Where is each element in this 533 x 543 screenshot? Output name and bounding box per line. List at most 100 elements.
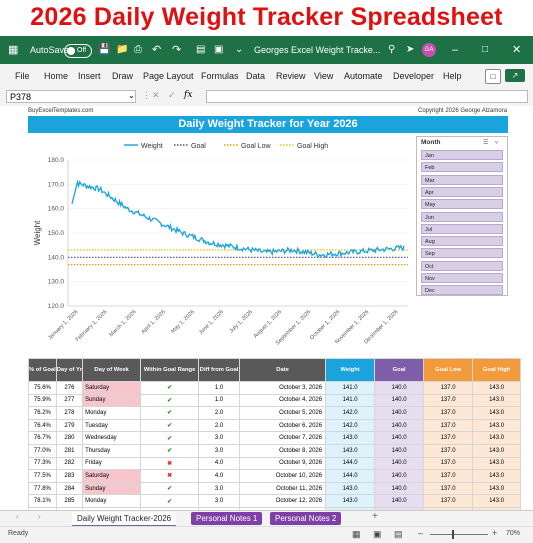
- weight-chart[interactable]: 180.0 170.0 160.0 150.0 140.0 130.0 120.0 Weigh…: [28, 136, 414, 356]
- cell-day-of-yr[interactable]: 280: [55, 431, 84, 445]
- share-icon[interactable]: ↗: [505, 69, 525, 82]
- cell-date[interactable]: October 11, 2026: [239, 481, 327, 496]
- col-diff-goal[interactable]: Diff from Goal: [198, 358, 241, 382]
- cell-goal[interactable]: 140.0: [374, 469, 425, 483]
- cell-day-of-yr[interactable]: 277: [55, 393, 84, 408]
- cell-day-of-yr[interactable]: 278: [55, 406, 84, 420]
- col-weight[interactable]: Weight: [325, 358, 376, 382]
- cell-within-goal[interactable]: ✔: [140, 481, 200, 496]
- folder-icon[interactable]: 📁: [116, 44, 129, 55]
- cell-pct-goal[interactable]: 77.3%: [28, 456, 57, 471]
- cell-pct-goal[interactable]: 78.1%: [28, 494, 57, 508]
- cell-weight[interactable]: 142.0: [325, 418, 376, 433]
- cell-day-of-yr[interactable]: 284: [55, 481, 84, 496]
- cell-weight[interactable]: 144.0: [325, 469, 376, 483]
- cell-day-of-week[interactable]: Sunday: [82, 393, 142, 408]
- menu-page-layout[interactable]: Page Layout: [143, 71, 194, 81]
- cell-weight[interactable]: 143.0: [325, 431, 376, 445]
- cell-weight[interactable]: 141.0: [325, 393, 376, 408]
- autosave-toggle[interactable]: Off: [64, 44, 92, 58]
- cell-pct-goal[interactable]: 75.6%: [28, 381, 57, 395]
- cell-goal-low[interactable]: 137.0: [423, 431, 474, 445]
- name-box[interactable]: P378: [6, 90, 136, 103]
- col-goal-low[interactable]: Goal Low: [423, 358, 474, 382]
- function-icon[interactable]: fx: [184, 90, 193, 100]
- cell-weight[interactable]: 143.0: [325, 481, 376, 496]
- excel-logo-icon[interactable]: ▦: [8, 44, 19, 56]
- cell-goal-high[interactable]: 143.0: [472, 431, 522, 445]
- save-icon[interactable]: 💾: [98, 44, 111, 55]
- zoom-level[interactable]: 70%: [506, 530, 521, 537]
- menu-file[interactable]: File: [15, 71, 30, 81]
- cell-day-of-yr[interactable]: 281: [55, 443, 84, 458]
- month-slicer[interactable]: Month ☰ ▿ Jan Feb Mar Apr May Jun Jul Aug Sep Oct…: [416, 136, 508, 296]
- tab-personal-notes-1[interactable]: Personal Notes 1: [191, 512, 263, 525]
- zoom-out-icon[interactable]: –: [418, 528, 424, 538]
- slicer-item-jan[interactable]: Jan: [421, 150, 503, 160]
- next-sheet-icon[interactable]: ›: [38, 512, 41, 521]
- col-goal[interactable]: Goal: [374, 358, 425, 382]
- page-layout-icon[interactable]: ▣: [373, 529, 382, 539]
- cell-day-of-week[interactable]: Wednesday: [82, 431, 142, 445]
- cell-pct-goal[interactable]: 77.8%: [28, 481, 57, 496]
- cell-day-of-yr[interactable]: 285: [55, 494, 84, 508]
- cell-diff-goal[interactable]: 3.0: [198, 481, 241, 496]
- cell-goal[interactable]: 140.0: [374, 418, 425, 433]
- cell-goal-high[interactable]: 143.0: [472, 381, 522, 395]
- search-icon[interactable]: ⚲: [388, 44, 396, 55]
- col-within-goal[interactable]: Within Goal Range: [140, 358, 200, 382]
- cell-date[interactable]: October 10, 2026: [239, 469, 327, 483]
- cell-date[interactable]: October 3, 2026: [239, 381, 327, 395]
- maximize-icon[interactable]: □: [482, 44, 489, 55]
- cell-date[interactable]: October 7, 2026: [239, 431, 327, 445]
- cell-pct-goal[interactable]: 75.9%: [28, 393, 57, 408]
- namebox-chevron-icon[interactable]: ⌄: [128, 91, 135, 100]
- menu-draw[interactable]: Draw: [112, 71, 134, 81]
- cell-day-of-week[interactable]: Saturday: [82, 469, 142, 483]
- slicer-item-may[interactable]: May: [421, 199, 503, 210]
- slicer-item-sep[interactable]: Sep: [421, 248, 503, 259]
- cell-date[interactable]: October 12, 2026: [239, 494, 327, 508]
- menu-automate[interactable]: Automate: [344, 71, 383, 81]
- cell-diff-goal[interactable]: 3.0: [198, 431, 241, 445]
- cell-within-goal[interactable]: ✔: [140, 431, 200, 445]
- cell-within-goal[interactable]: ✔: [140, 393, 200, 408]
- prev-sheet-icon[interactable]: ‹: [16, 512, 19, 521]
- zoom-thumb[interactable]: [452, 530, 454, 539]
- formula-input[interactable]: [206, 90, 528, 103]
- cell-goal-high[interactable]: 143.0: [472, 481, 522, 496]
- cell-diff-goal[interactable]: 2.0: [198, 406, 241, 420]
- menu-formulas[interactable]: Formulas: [201, 71, 239, 81]
- cell-within-goal[interactable]: ✖: [140, 456, 200, 471]
- cell-goal-high[interactable]: 143.0: [472, 393, 522, 408]
- cell-within-goal[interactable]: ✔: [140, 406, 200, 420]
- col-date[interactable]: Date: [239, 358, 327, 382]
- cell-within-goal[interactable]: ✖: [140, 469, 200, 483]
- cell-day-of-week[interactable]: Friday: [82, 456, 142, 471]
- cell-goal-low[interactable]: 137.0: [423, 418, 474, 433]
- slicer-item-apr[interactable]: Apr: [421, 186, 503, 197]
- tab-personal-notes-2[interactable]: Personal Notes 2: [270, 512, 342, 525]
- cell-goal-low[interactable]: 137.0: [423, 456, 474, 471]
- cell-goal-low[interactable]: 137.0: [423, 469, 474, 483]
- cell-day-of-week[interactable]: Tuesday: [82, 418, 142, 433]
- menu-review[interactable]: Review: [276, 71, 306, 81]
- cell-goal[interactable]: 140.0: [374, 431, 425, 445]
- cell-day-of-week[interactable]: Saturday: [82, 381, 142, 395]
- menu-view[interactable]: View: [314, 71, 334, 81]
- cell-goal-low[interactable]: 137.0: [423, 381, 474, 395]
- cell-weight[interactable]: 143.0: [325, 494, 376, 508]
- cell-goal-high[interactable]: 143.0: [472, 469, 522, 483]
- cell-diff-goal[interactable]: 2.0: [198, 418, 241, 433]
- cell-pct-goal[interactable]: 76.4%: [28, 418, 57, 433]
- zoom-in-icon[interactable]: +: [492, 528, 498, 538]
- slicer-item-feb[interactable]: Feb: [421, 162, 503, 173]
- cell-weight[interactable]: 142.0: [325, 406, 376, 420]
- cell-goal-high[interactable]: 143.0: [472, 494, 522, 508]
- enter-icon[interactable]: ✓: [168, 90, 176, 100]
- close-icon[interactable]: ✕: [512, 44, 522, 56]
- cell-weight[interactable]: 144.0: [325, 456, 376, 471]
- cell-date[interactable]: October 8, 2026: [239, 443, 327, 458]
- clear-filter-icon[interactable]: ▿: [495, 140, 499, 146]
- redo-icon[interactable]: ↷: [172, 44, 182, 56]
